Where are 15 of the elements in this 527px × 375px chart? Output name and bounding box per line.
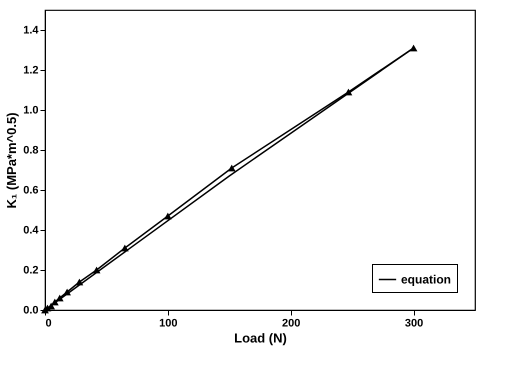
y-tick-label: 0.0	[23, 304, 38, 316]
x-axis-title: Load (N)	[234, 330, 287, 346]
legend-label: equation	[401, 272, 451, 286]
y-tick-label: 0.2	[23, 264, 38, 276]
x-tick-label: 300	[404, 318, 424, 330]
y-tick-label: 1.4	[23, 24, 40, 36]
y-axis-title: K₁ (MPa*m^0.5)	[4, 112, 20, 209]
x-tick-label: 100	[159, 318, 178, 330]
x-tick-label: 0	[46, 318, 52, 330]
y-tick-label: 0.6	[23, 184, 38, 196]
y-tick-label: 1.2	[23, 64, 38, 76]
x-tick-label: 200	[282, 318, 300, 330]
y-tick-label: 1.0	[23, 104, 38, 116]
y-tick-label: 0.4	[23, 224, 40, 236]
y-tick-label: 0.8	[23, 144, 38, 156]
